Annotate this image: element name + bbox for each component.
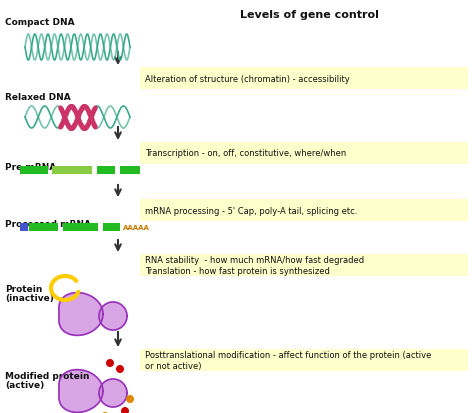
Text: Compact DNA: Compact DNA [5,18,74,27]
Text: Protein: Protein [5,284,42,293]
Polygon shape [99,379,127,407]
Text: Posttranslational modification - affect function of the protein (active
or not a: Posttranslational modification - affect … [145,351,431,370]
Bar [140,68,468,90]
Bar [20,223,28,231]
Bar [29,223,58,231]
Circle shape [116,365,124,373]
Text: Alteration of structure (chromatin) - accessibility: Alteration of structure (chromatin) - ac… [145,74,350,83]
Circle shape [121,407,129,413]
Text: (active): (active) [5,380,44,389]
Text: Processed mRNA: Processed mRNA [5,219,91,228]
Text: AAAAA: AAAAA [123,224,150,230]
Circle shape [101,412,109,413]
Text: (inactive): (inactive) [5,293,54,302]
Bar [20,166,48,175]
Bar [97,166,115,175]
Bar [120,166,140,175]
Text: Transcription - on, off, constitutive, where/when: Transcription - on, off, constitutive, w… [145,149,346,158]
Bar [63,223,98,231]
Text: mRNA processing - 5' Cap, poly-A tail, splicing etc.: mRNA processing - 5' Cap, poly-A tail, s… [145,206,357,215]
Bar [103,223,120,231]
Circle shape [106,359,114,367]
Bar [140,349,468,371]
Bar [140,254,468,276]
Text: Relaxed DNA: Relaxed DNA [5,93,71,102]
Circle shape [126,395,134,403]
Polygon shape [99,302,127,330]
Polygon shape [59,293,103,335]
Text: Modified protein: Modified protein [5,371,90,380]
Bar [52,166,92,175]
Text: RNA stability  - how much mRNA/how fast degraded
Translation - how fast protein : RNA stability - how much mRNA/how fast d… [145,256,364,275]
Bar [140,142,468,165]
Text: Levels of gene control: Levels of gene control [240,10,379,20]
Text: Pre mRNA: Pre mRNA [5,163,56,171]
Bar [140,199,468,221]
Polygon shape [59,370,103,412]
